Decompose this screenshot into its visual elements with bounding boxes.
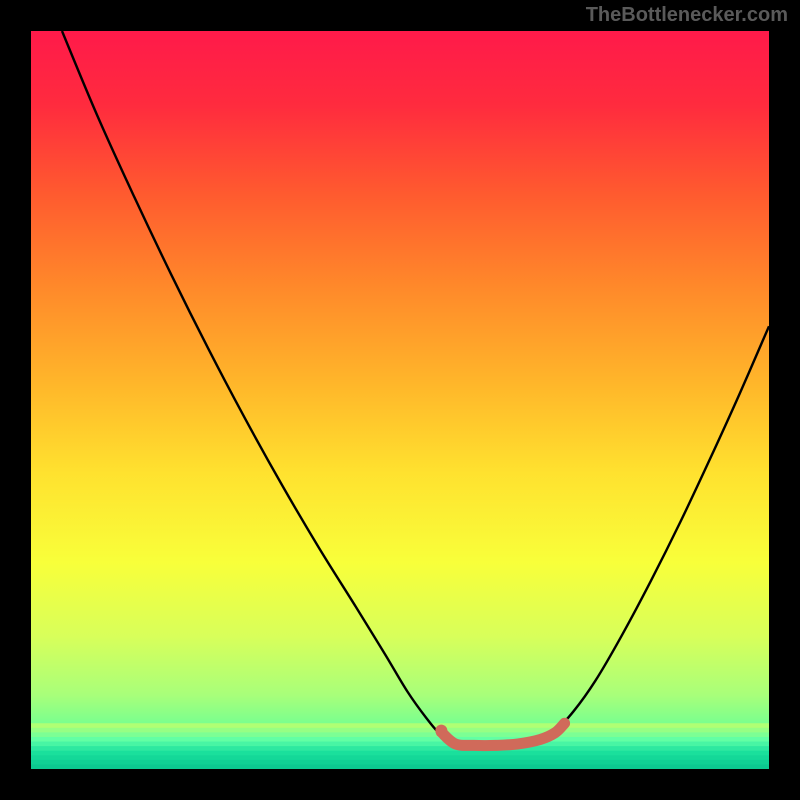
watermark-text: TheBottlenecker.com [586,4,788,27]
optimal-point-dot [435,725,447,737]
bottom-band [31,723,769,769]
bottleneck-chart [0,0,800,800]
gradient-background [31,31,769,769]
